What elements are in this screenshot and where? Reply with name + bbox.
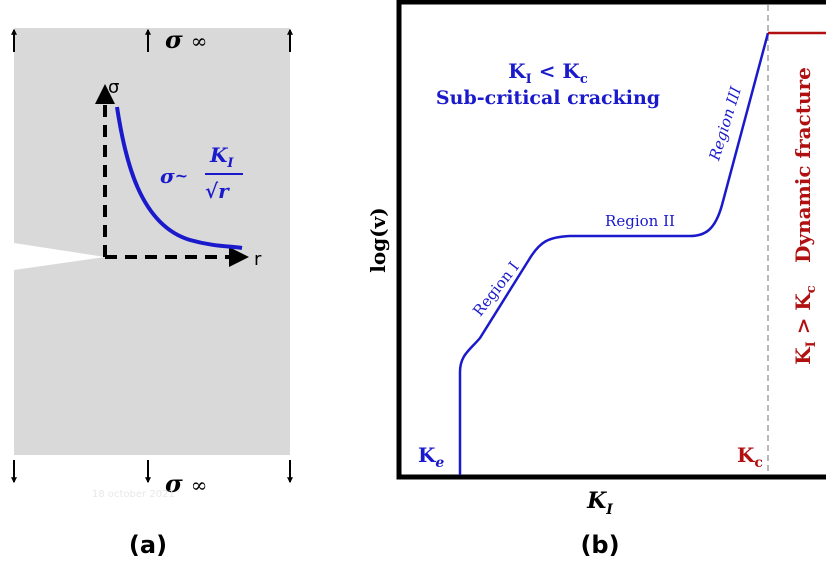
stress-arrows (11, 28, 293, 484)
k: K (508, 59, 526, 83)
condition: KI < Kc (508, 59, 588, 87)
dyn-condition: KI > Kc (791, 285, 819, 365)
panel-a: σ ∞ σ r σ~ KI √r σ ∞ 18 october 2021 (a) (11, 25, 293, 559)
k-sub: I (526, 72, 532, 87)
num-sub: I (226, 156, 234, 171)
x-label: KI (586, 488, 613, 518)
k: K (418, 443, 436, 467)
panel-b: KI < Kc Sub-critical cracking Region I R… (366, 0, 826, 559)
symbol: σ (165, 469, 183, 498)
axis-y-label: σ (108, 77, 119, 98)
sub: ∞ (191, 29, 208, 53)
formula-num: KI (209, 143, 234, 171)
kc-sub: c (804, 285, 819, 293)
kc-sub: c (580, 72, 588, 87)
region-label: Region III (705, 84, 745, 164)
crack (14, 243, 105, 270)
plate (14, 28, 290, 455)
dynamic-label: Dynamic fracture (791, 67, 815, 263)
sigma-inf-top: σ ∞ (165, 25, 207, 54)
stress-curve (115, 106, 243, 250)
ke-label: Ke (418, 443, 444, 471)
kc: K (562, 59, 580, 83)
sigma-inf-bottom: σ ∞ (165, 469, 207, 498)
sub: I (605, 502, 613, 518)
kc-label: Kc (737, 443, 763, 471)
op: > (791, 311, 815, 342)
lhs: σ (160, 164, 175, 188)
caption: (a) (129, 531, 167, 559)
op: < (532, 59, 563, 83)
watermark: 18 october 2021 (92, 489, 175, 500)
formula-lhs: σ~ (160, 164, 188, 188)
velocity-curve (458, 32, 770, 475)
region-label: Region II (605, 212, 675, 230)
k: K (737, 443, 755, 467)
sub: e (435, 455, 444, 471)
caption: (b) (580, 531, 619, 559)
frame (396, 0, 826, 480)
symbol: σ (165, 25, 183, 54)
subtitle: Sub-critical cracking (436, 87, 660, 109)
axis-x-label: r (254, 249, 262, 270)
k: K (791, 347, 815, 365)
y-label: log(v) (366, 207, 390, 272)
k: K (586, 488, 607, 514)
sub: c (754, 455, 763, 471)
sub: ∞ (191, 473, 208, 497)
tilde: ~ (175, 166, 188, 185)
num: K (209, 143, 229, 167)
kc: K (791, 293, 815, 311)
formula-den: √r (205, 179, 230, 203)
k-sub: I (804, 341, 819, 347)
